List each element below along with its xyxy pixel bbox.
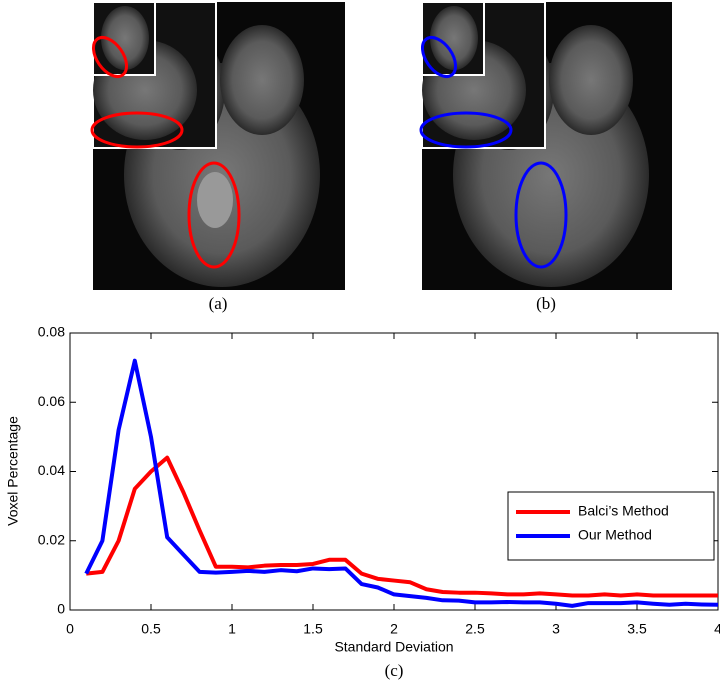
y-axis-label: Voxel Percentage: [5, 416, 21, 526]
x-tick-label: 2.5: [465, 621, 485, 637]
legend-label: Our Method: [578, 527, 652, 543]
caption: (c): [385, 661, 404, 680]
x-tick-label: 2: [390, 621, 398, 637]
x-tick-label: 0: [66, 621, 74, 637]
y-tick-label: 0.08: [38, 324, 65, 340]
y-tick-label: 0.04: [38, 462, 65, 478]
x-tick-label: 3.5: [627, 621, 647, 637]
caption: (b): [536, 294, 556, 313]
x-tick-label: 3: [552, 621, 560, 637]
image-b: [419, 1, 672, 290]
x-tick-label: 1: [228, 621, 236, 637]
data-line: [84, 358, 719, 608]
image-a: [90, 1, 345, 290]
data-line: [85, 455, 718, 598]
x-tick-label: 4: [714, 621, 720, 637]
x-tick-label: 0.5: [141, 621, 161, 637]
legend-box: [507, 491, 715, 561]
plot-frame: [69, 332, 719, 611]
x-axis-label: Standard Deviation: [334, 639, 453, 655]
y-tick-label: 0.02: [38, 531, 65, 547]
x-tick-label: 1.5: [303, 621, 323, 637]
y-tick-label: 0.06: [38, 393, 65, 409]
caption: (a): [209, 294, 228, 313]
legend-label: Balci’s Method: [578, 503, 669, 519]
y-tick-label: 0: [57, 601, 65, 617]
